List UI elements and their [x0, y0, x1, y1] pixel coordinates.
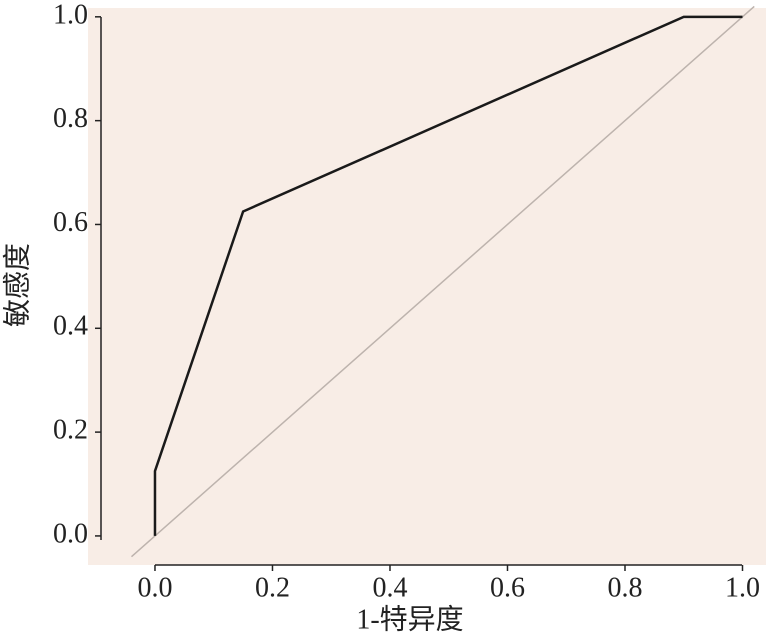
- x-tick-label: 0.8: [607, 572, 642, 603]
- line: [130, 5, 755, 558]
- x-tick-label: 1.0: [725, 572, 760, 603]
- y-tick-label: 0.8: [53, 103, 88, 134]
- line: [153, 15, 743, 536]
- y-tick-label: 0.2: [53, 415, 88, 446]
- x-tick-label: 0.6: [490, 572, 525, 603]
- y-tick-label: 0.6: [53, 207, 88, 238]
- x-tick-label: 0.0: [137, 572, 172, 603]
- y-tick-label: 0.4: [53, 311, 88, 342]
- y-tick-label: 1.0: [53, 0, 88, 30]
- y-axis-label: 敏感度: [1, 243, 33, 327]
- x-axis-label: 1-特异度: [356, 603, 463, 635]
- x-tick-label: 0.4: [372, 572, 407, 603]
- x-tick-label: 0.2: [255, 572, 290, 603]
- plot-background: [88, 8, 766, 565]
- y-tick-label: 0.0: [53, 518, 88, 549]
